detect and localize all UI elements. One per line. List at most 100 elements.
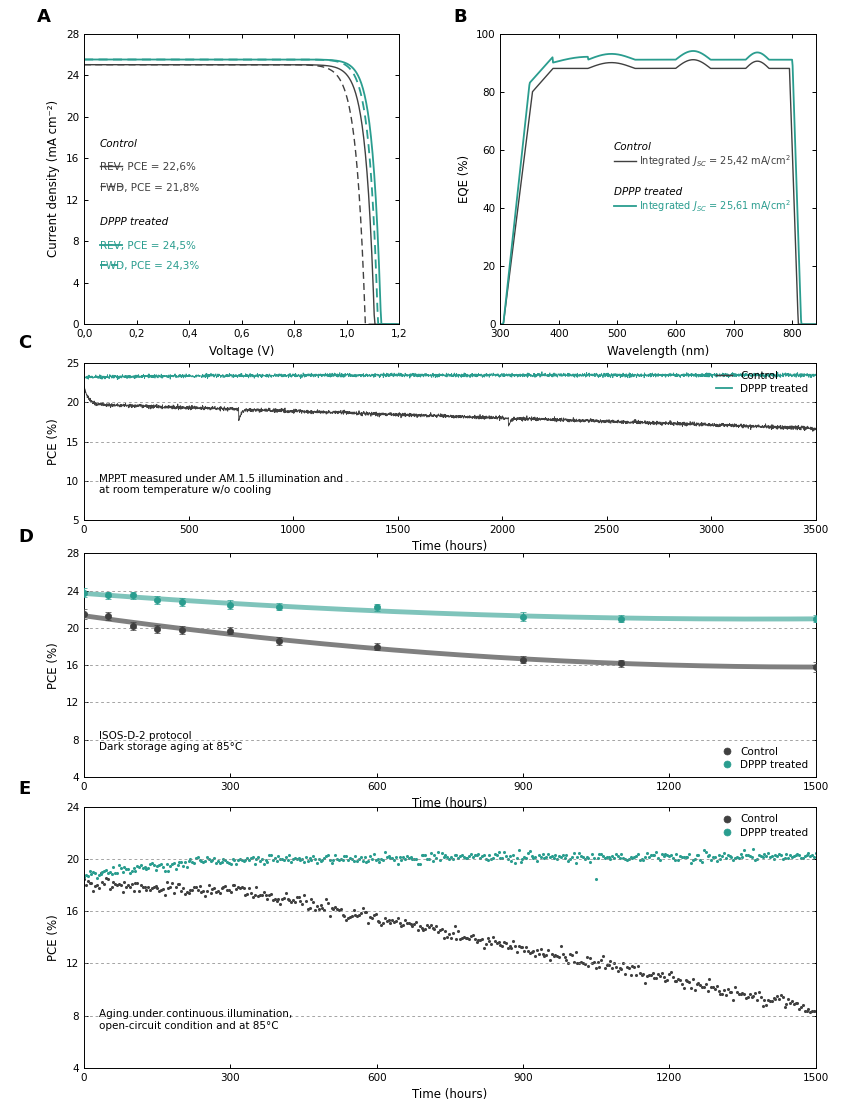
- Point: [373, 853, 386, 871]
- Point: [593, 958, 606, 976]
- Point: [284, 892, 298, 910]
- Point: [738, 985, 751, 1003]
- Point: [519, 849, 532, 866]
- Point: [618, 850, 632, 868]
- Text: E: E: [19, 780, 30, 798]
- Point: [738, 842, 751, 860]
- Point: [584, 853, 597, 871]
- Point: [806, 846, 819, 864]
- Point: [752, 983, 765, 1001]
- Point: [331, 900, 344, 918]
- Point: [215, 879, 229, 897]
- Point: [242, 851, 256, 869]
- Point: [807, 849, 821, 866]
- Point: [734, 845, 748, 863]
- Point: [686, 851, 700, 869]
- Point: [783, 994, 796, 1012]
- Point: [492, 934, 505, 951]
- Point: [558, 948, 571, 966]
- Point: [389, 911, 403, 929]
- Point: [495, 937, 509, 955]
- Point: [171, 855, 184, 873]
- Point: [598, 959, 611, 977]
- Point: [191, 881, 204, 899]
- Point: [250, 878, 263, 896]
- Point: [382, 847, 395, 865]
- Point: [288, 849, 302, 866]
- Point: [745, 988, 759, 1006]
- Point: [92, 879, 105, 897]
- Point: [606, 847, 619, 865]
- Point: [609, 845, 622, 863]
- Point: [387, 913, 400, 931]
- Point: [756, 997, 770, 1015]
- Point: [374, 916, 388, 934]
- Text: C: C: [19, 333, 31, 352]
- Point: [743, 847, 757, 865]
- Point: [563, 945, 577, 963]
- Point: [484, 850, 498, 868]
- Point: [694, 852, 707, 870]
- Point: [211, 882, 225, 900]
- Point: [683, 973, 696, 991]
- Point: [765, 992, 779, 1010]
- Point: [431, 922, 445, 940]
- Point: [664, 963, 678, 980]
- Point: [640, 844, 653, 862]
- Point: [591, 954, 605, 972]
- Point: [668, 851, 681, 869]
- Point: [701, 983, 714, 1001]
- Point: [413, 855, 426, 873]
- Point: [668, 973, 681, 991]
- Point: [96, 873, 109, 891]
- Point: [304, 891, 318, 909]
- Point: [222, 854, 235, 872]
- Point: [776, 851, 790, 869]
- Point: [732, 985, 745, 1003]
- Point: [637, 965, 650, 983]
- Point: [358, 903, 372, 921]
- Point: [77, 868, 91, 885]
- Point: [800, 1002, 813, 1020]
- Point: [118, 873, 131, 891]
- Point: [754, 988, 768, 1006]
- Point: [166, 874, 179, 892]
- Point: [752, 845, 765, 863]
- Point: [521, 941, 535, 959]
- Point: [631, 957, 644, 975]
- Point: [696, 853, 709, 871]
- Point: [444, 847, 458, 865]
- Point: [119, 879, 133, 897]
- Point: [461, 929, 474, 947]
- Point: [792, 846, 806, 864]
- Point: [156, 880, 170, 898]
- Point: [637, 851, 650, 869]
- Point: [666, 968, 680, 986]
- Point: [459, 850, 473, 868]
- Point: [648, 969, 661, 987]
- Point: [138, 878, 151, 896]
- Point: [396, 916, 410, 934]
- Point: [512, 841, 526, 859]
- Point: [664, 846, 678, 864]
- Point: [501, 850, 515, 868]
- Point: [107, 873, 120, 891]
- Point: [292, 849, 305, 866]
- Point: [79, 875, 93, 893]
- Point: [604, 850, 617, 868]
- Legend: Control, DPPP treated: Control, DPPP treated: [714, 369, 811, 396]
- Point: [627, 958, 641, 976]
- Point: [262, 845, 276, 863]
- Point: [484, 935, 498, 953]
- Point: [748, 984, 762, 1002]
- Point: [506, 932, 520, 950]
- Point: [161, 862, 175, 880]
- Point: [259, 851, 272, 869]
- Point: [124, 878, 137, 896]
- Point: [488, 845, 501, 863]
- Point: [314, 896, 327, 913]
- Point: [358, 849, 372, 866]
- Point: [439, 922, 452, 940]
- Point: [110, 864, 124, 882]
- Point: [145, 879, 159, 897]
